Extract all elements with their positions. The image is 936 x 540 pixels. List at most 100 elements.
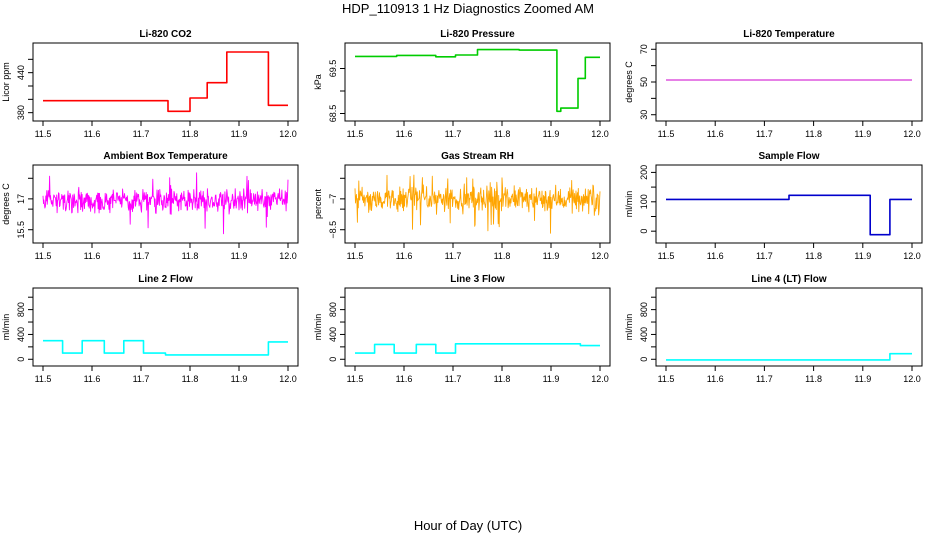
plot-frame — [655, 287, 923, 367]
y-axis-label: percent — [313, 188, 323, 219]
x-tick-label: 11.5 — [658, 129, 675, 139]
y-tick-label: 0 — [16, 357, 26, 362]
x-tick-label: 11.7 — [445, 129, 462, 139]
plot-frame — [32, 164, 299, 244]
panel-title: Li-820 CO2 — [139, 29, 192, 40]
panel-title: Line 3 Flow — [450, 274, 505, 285]
series-line — [354, 174, 601, 234]
x-tick-label: 11.6 — [396, 129, 413, 139]
plot-frame — [344, 164, 611, 244]
y-tick-label: 17 — [16, 194, 26, 204]
y-tick-label: 30 — [639, 110, 649, 120]
x-axis-label: Hour of Day (UTC) — [413, 518, 523, 533]
x-tick-label: 11.5 — [347, 129, 364, 139]
y-axis-label: ml/min — [624, 314, 634, 341]
x-tick-label: 11.9 — [854, 129, 871, 139]
panel-title: Li-820 Temperature — [743, 29, 835, 40]
series-line — [666, 194, 912, 236]
plot-frame — [655, 164, 923, 244]
y-tick-label: 800 — [16, 302, 26, 317]
y-axis-label: ml/min — [313, 314, 323, 341]
panel-title: Gas Stream RH — [441, 151, 514, 162]
panel-5: Gas Stream RH percent 11.5 11.6 11.7 11.8 11.9… — [313, 151, 611, 261]
page-title: HDP_110913 1 Hz Diagnostics Zoomed AM — [342, 1, 594, 16]
x-tick-label: 12.0 — [591, 129, 609, 139]
y-axis-label: Licor ppm — [1, 62, 11, 102]
x-tick-label: 11.8 — [805, 251, 822, 261]
x-tick-label: 11.6 — [84, 374, 101, 384]
panel-4: Ambient Box Temperature degrees C 11.5 11.6… — [1, 151, 299, 261]
x-tick-label: 11.6 — [84, 251, 101, 261]
series-line — [355, 48, 600, 113]
y-tick-label: −8.5 — [328, 221, 338, 239]
x-tick-label: 11.9 — [854, 374, 871, 384]
x-tick-label: 11.9 — [543, 129, 560, 139]
panel-title: Line 4 (LT) Flow — [751, 274, 827, 285]
panel-1: Li-820 CO2 Licor ppm 11.5 11.6 11.7 11.8 11.9 1… — [1, 29, 299, 139]
x-tick-label: 11.5 — [347, 374, 364, 384]
x-tick-label: 11.7 — [133, 129, 150, 139]
x-tick-label: 11.6 — [84, 129, 101, 139]
x-tick-label: 11.9 — [543, 251, 560, 261]
panel-title: Li-820 Pressure — [440, 29, 515, 40]
x-tick-label: 11.5 — [658, 251, 675, 261]
y-axis-label: ml/min — [624, 191, 634, 218]
x-tick-label: 11.9 — [231, 129, 248, 139]
y-tick-label: −7 — [328, 194, 338, 204]
x-tick-label: 11.9 — [231, 374, 248, 384]
x-tick-label: 11.8 — [494, 129, 511, 139]
series-line — [355, 343, 600, 354]
panel-title: Ambient Box Temperature — [103, 151, 228, 162]
x-tick-label: 12.0 — [903, 374, 921, 384]
series-line — [43, 51, 288, 113]
y-tick-label: 50 — [639, 77, 649, 87]
y-tick-label: 800 — [328, 302, 338, 317]
x-tick-label: 11.6 — [707, 251, 724, 261]
x-tick-label: 12.0 — [279, 251, 297, 261]
y-tick-label: 70 — [639, 44, 649, 54]
x-tick-label: 11.5 — [35, 129, 52, 139]
y-tick-label: 0 — [639, 357, 649, 362]
y-tick-label: 100 — [639, 194, 649, 209]
panel-9: Line 4 (LT) Flow ml/min 11.5 11.6 11.7 11.8 11… — [624, 274, 923, 384]
x-tick-label: 11.8 — [494, 374, 511, 384]
panel-title: Sample Flow — [758, 151, 819, 162]
y-axis-label: kPa — [313, 74, 323, 90]
x-tick-label: 11.5 — [35, 374, 52, 384]
panel-7: Line 2 Flow ml/min 11.5 11.6 11.7 11.8 11.9 12.… — [1, 274, 299, 384]
y-tick-label: 800 — [639, 302, 649, 317]
panel-8: Line 3 Flow ml/min 11.5 11.6 11.7 11.8 11.9 12.… — [313, 274, 611, 384]
x-tick-label: 11.7 — [756, 251, 773, 261]
y-tick-label: 0 — [328, 357, 338, 362]
x-tick-label: 11.8 — [182, 251, 199, 261]
x-tick-label: 12.0 — [279, 129, 297, 139]
y-tick-label: 400 — [328, 327, 338, 342]
x-tick-label: 11.5 — [347, 251, 364, 261]
series-line — [42, 172, 289, 235]
x-tick-label: 11.8 — [805, 129, 822, 139]
panel-title: Line 2 Flow — [138, 274, 193, 285]
x-tick-label: 11.7 — [133, 374, 150, 384]
x-tick-label: 11.7 — [756, 129, 773, 139]
x-tick-label: 12.0 — [591, 251, 609, 261]
x-tick-label: 11.7 — [756, 374, 773, 384]
x-tick-label: 12.0 — [903, 251, 921, 261]
x-tick-label: 11.8 — [494, 251, 511, 261]
x-tick-label: 11.9 — [543, 374, 560, 384]
x-tick-label: 11.5 — [35, 251, 52, 261]
x-tick-label: 11.7 — [445, 251, 462, 261]
plot-frame — [655, 42, 923, 122]
y-tick-label: 0 — [639, 229, 649, 234]
plot-frame — [344, 42, 611, 122]
x-tick-label: 11.6 — [707, 129, 724, 139]
y-tick-label: 68.5 — [328, 105, 338, 123]
plot-frame — [32, 42, 299, 122]
y-axis-label: ml/min — [1, 314, 11, 341]
x-tick-label: 11.7 — [133, 251, 150, 261]
y-tick-label: 380 — [16, 105, 26, 120]
x-tick-label: 11.7 — [445, 374, 462, 384]
y-tick-label: 440 — [16, 65, 26, 80]
x-tick-label: 11.6 — [707, 374, 724, 384]
x-tick-label: 11.8 — [182, 129, 199, 139]
